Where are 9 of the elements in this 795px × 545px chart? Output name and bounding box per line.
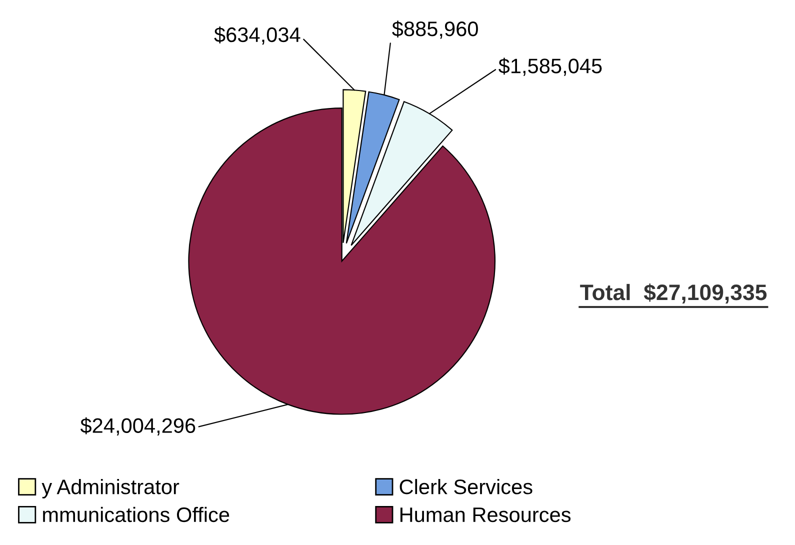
text: Total $27,109,335: [580, 284, 767, 304]
data-label: $885,960: [392, 20, 478, 39]
data-label: $1,585,045: [498, 58, 602, 76]
legend-label: mmunications Office: [43, 506, 230, 522]
legend-label: y Administrator: [42, 478, 180, 498]
data-label: $24,004,296: [80, 417, 196, 436]
legend-label: Clerk Services: [400, 478, 532, 494]
legend-label: Human Resources: [400, 508, 571, 522]
data-label: $634,034: [214, 26, 300, 45]
